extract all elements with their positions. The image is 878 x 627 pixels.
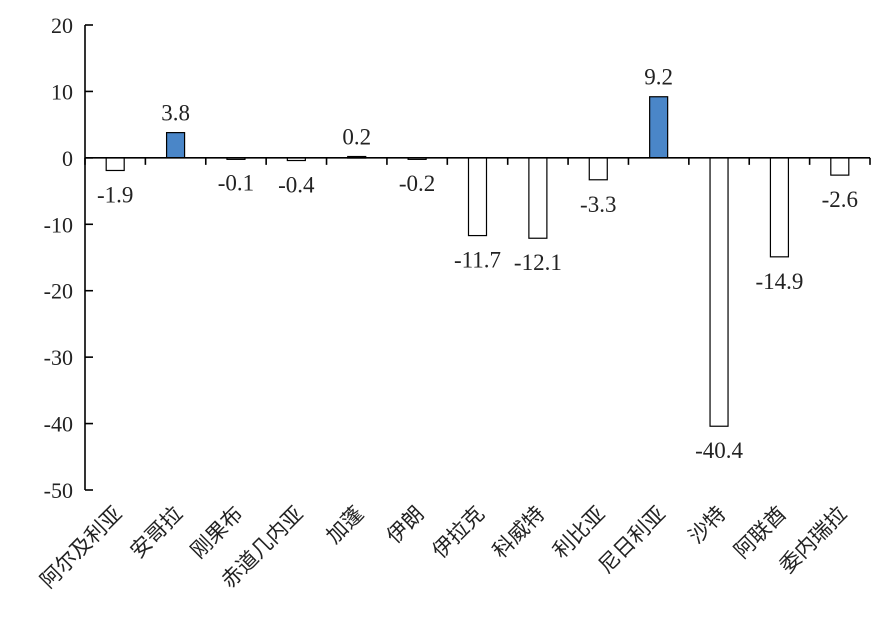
data-label: 3.8 xyxy=(161,101,190,126)
bar xyxy=(709,157,729,427)
y-tick-label: -30 xyxy=(44,345,73,370)
bar xyxy=(830,157,850,176)
data-label: -1.9 xyxy=(97,182,133,207)
data-label: -0.2 xyxy=(399,171,435,196)
y-tick-label: 0 xyxy=(62,146,73,171)
data-label: 0.2 xyxy=(342,125,371,150)
data-label: -11.7 xyxy=(454,248,501,273)
y-tick-label: -20 xyxy=(44,279,73,304)
x-axis xyxy=(84,157,871,165)
category-label: 沙特 xyxy=(684,502,731,549)
category-label: 伊拉克 xyxy=(428,502,490,564)
data-label: -14.9 xyxy=(755,269,803,294)
y-axis: 20 10 0 -10 -20 -30 -40 -50 xyxy=(44,13,93,503)
bar xyxy=(165,132,186,159)
bars xyxy=(105,96,850,427)
bar xyxy=(769,157,790,258)
data-label: -0.4 xyxy=(278,173,315,198)
y-tick-label: -50 xyxy=(44,478,73,503)
category-label: 科威特 xyxy=(488,502,550,564)
bar xyxy=(467,157,488,237)
data-label: -0.1 xyxy=(218,171,254,196)
category-label: 尼日利亚 xyxy=(594,502,670,578)
y-tick-label: -40 xyxy=(44,412,73,437)
bar xyxy=(528,157,548,239)
bar xyxy=(649,96,669,159)
y-tick-label: 20 xyxy=(51,13,73,38)
bar xyxy=(588,157,608,181)
category-label: 伊朗 xyxy=(382,502,429,549)
data-label: -12.1 xyxy=(514,250,562,275)
y-tick-label: -10 xyxy=(44,212,73,237)
category-label: 安哥拉 xyxy=(126,502,188,564)
category-label: 阿尔及利亚 xyxy=(36,502,127,593)
bar xyxy=(105,157,125,172)
data-label: 9.2 xyxy=(644,65,673,90)
category-label: 委内瑞拉 xyxy=(775,502,851,578)
data-label: -3.3 xyxy=(580,192,616,217)
data-label: -40.4 xyxy=(695,438,743,463)
category-label: 加蓬 xyxy=(322,502,369,549)
data-label: -2.6 xyxy=(822,187,858,212)
data-labels: -1.9 3.8 -0.1 -0.4 0.2 -0.2 -11.7 -12.1 -3.3 9.2 -… xyxy=(97,65,858,463)
y-tick-label: 10 xyxy=(51,79,73,104)
